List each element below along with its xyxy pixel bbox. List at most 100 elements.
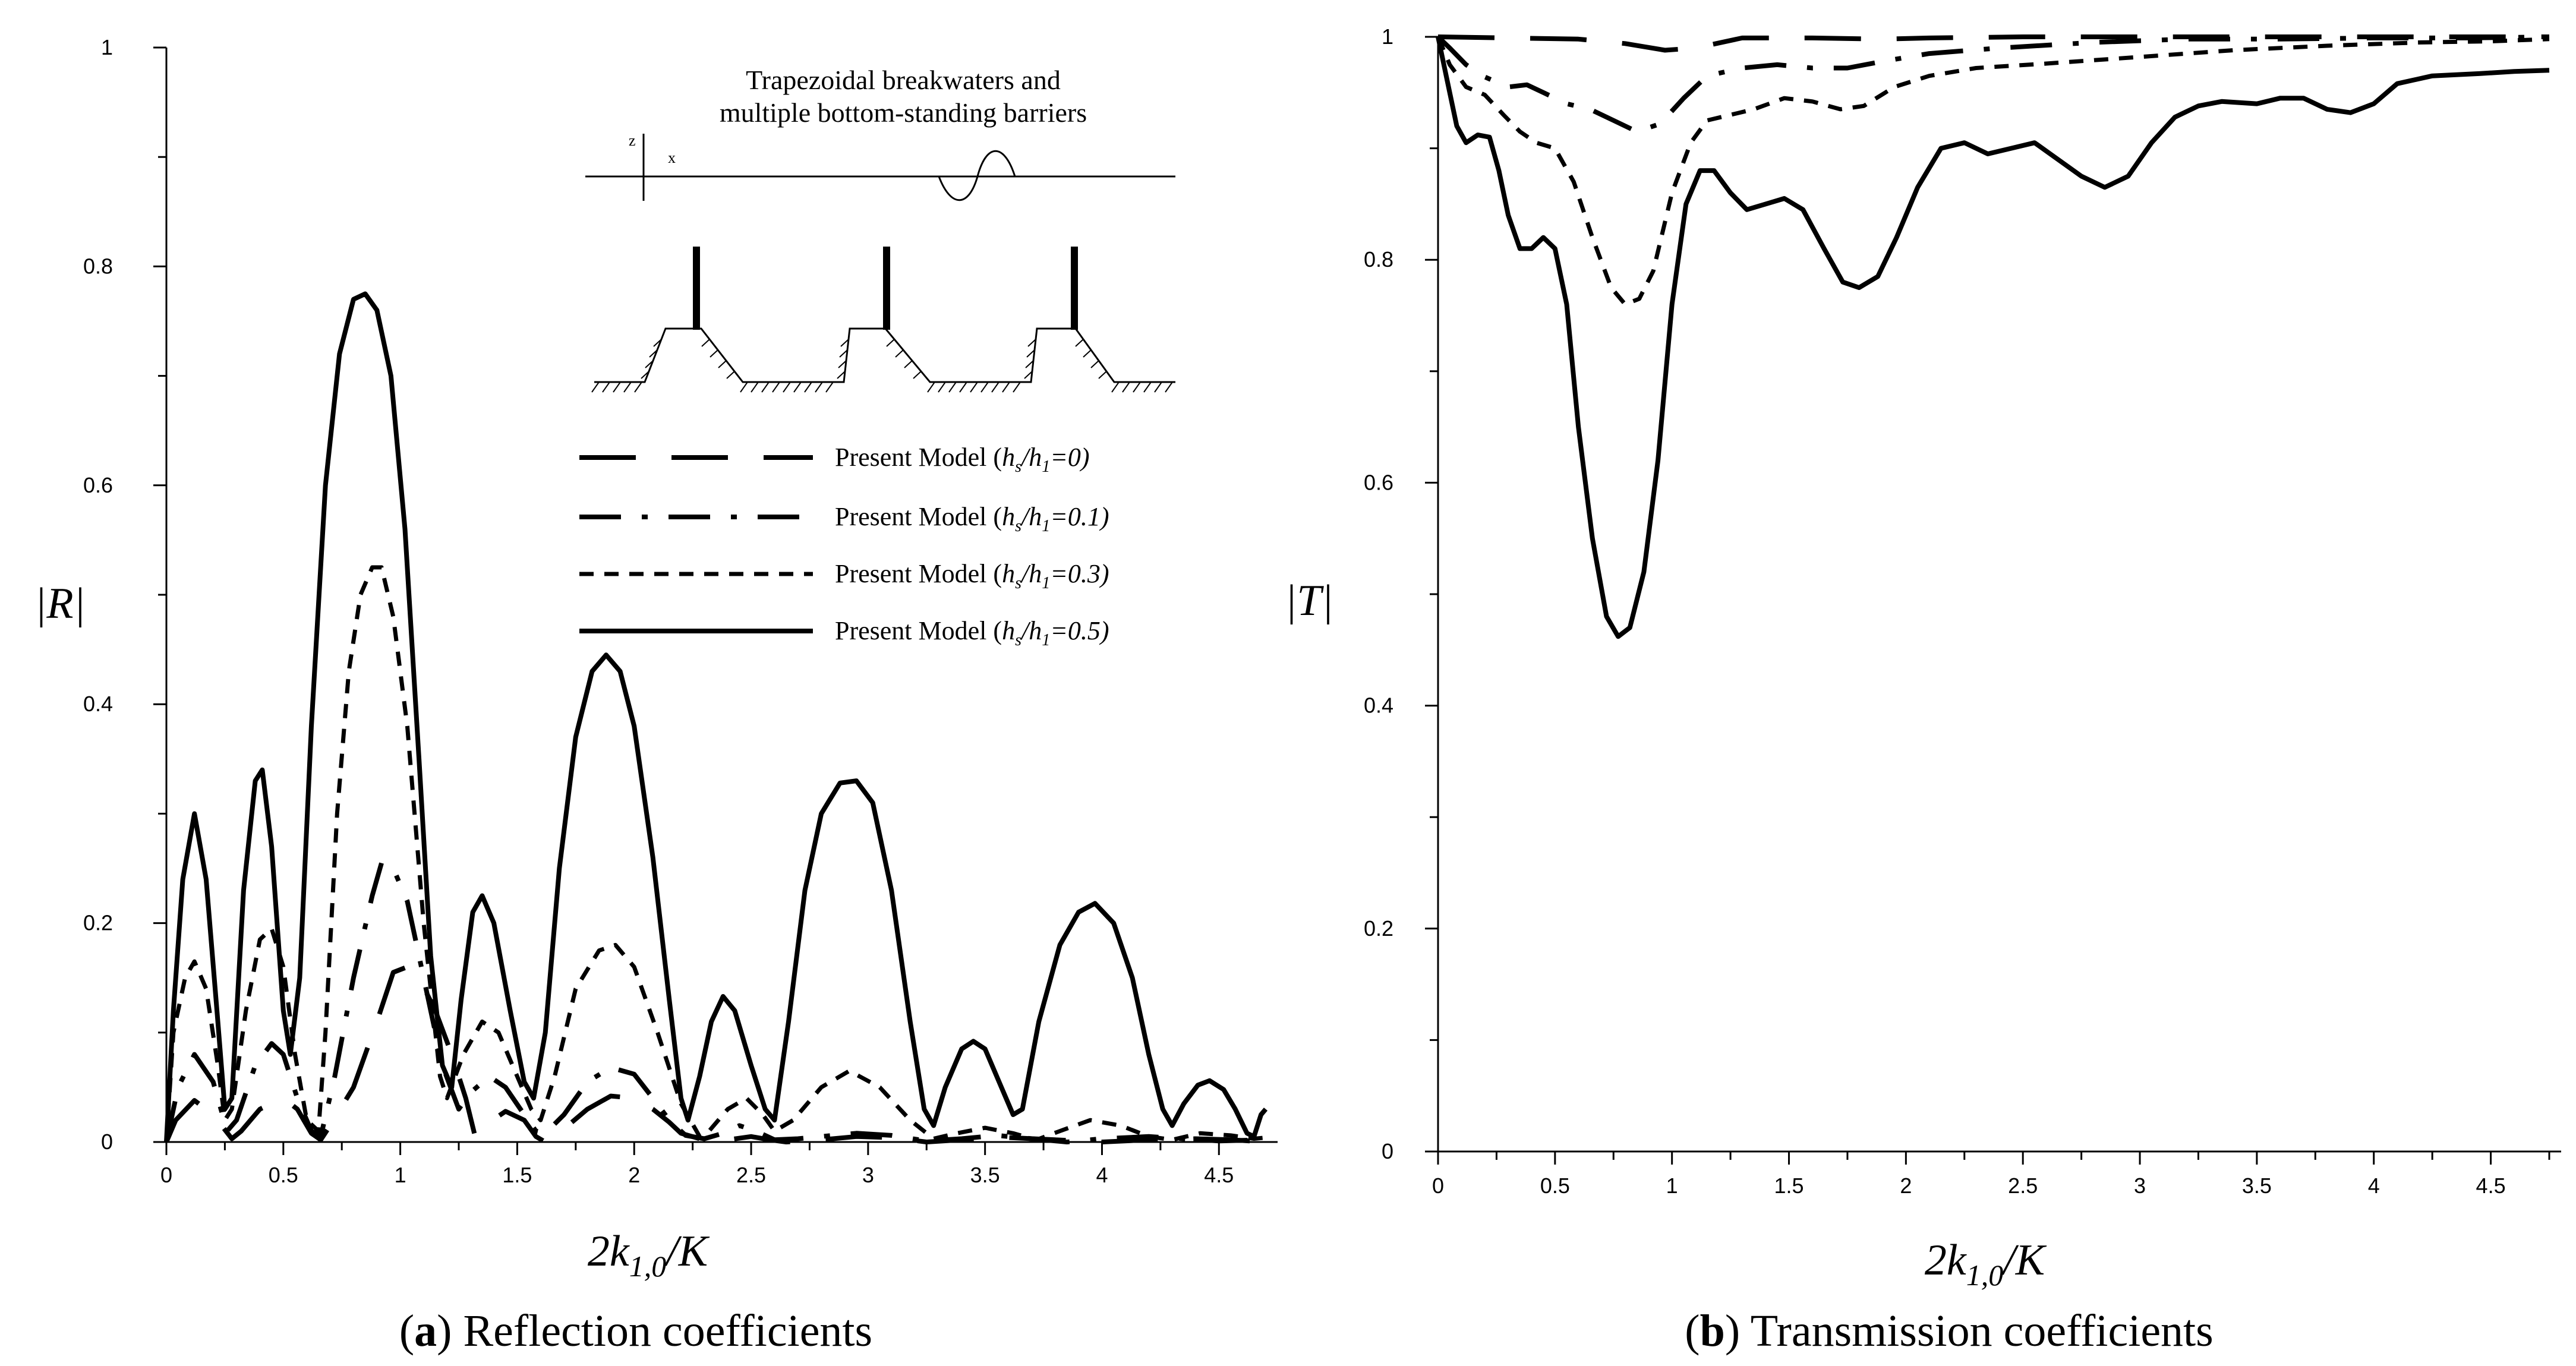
hatch-mark (783, 381, 791, 393)
hatch-mark (839, 349, 848, 358)
hatch-mark (815, 381, 823, 393)
hatch-mark (1090, 360, 1099, 368)
y-tick-label: 1 (1382, 24, 1393, 49)
hatch-mark (1111, 381, 1120, 393)
hatch-mark (825, 381, 834, 393)
hatch-mark (1122, 381, 1130, 393)
reflection-caption: (a) Reflection coefficients (399, 1306, 872, 1356)
hatch-mark (1026, 349, 1035, 358)
reflection-chart: 0 0.2 0.4 0.6 0.8 1 0 0.5 1 1.5 2 2.5 3 3.5 4 4.5 |R| 2… (34, 35, 1278, 1356)
hatch-mark (761, 381, 770, 393)
x-tick-label: 3 (862, 1163, 874, 1187)
x-tick-label: 1 (395, 1163, 406, 1187)
trapezoidal-breakwaters (594, 327, 1175, 383)
transmission-y-axis-title: |T| (1285, 576, 1333, 625)
x-tick-label: 4.5 (2476, 1173, 2506, 1198)
x-label-k: k (610, 1227, 630, 1276)
legend-entry-hs0: Present Model (hs/h1=0) (835, 443, 1090, 476)
hatch-mark (1165, 381, 1173, 393)
y-tick-label: 0.6 (1364, 470, 1393, 494)
x-tick-label: 4 (1096, 1163, 1108, 1187)
hatch-mark (1013, 381, 1021, 393)
x-tick-label: 3.5 (2242, 1173, 2272, 1198)
hatch-mark (1083, 349, 1092, 358)
transmission-caption: (b) Transmission coefficients (1685, 1306, 2214, 1356)
y-tick-label: 0.8 (83, 254, 113, 278)
y-tick-label: 0.6 (83, 473, 113, 497)
y-tick-label: 0 (101, 1130, 113, 1154)
hatch-mark (837, 371, 846, 379)
transmission-ticks: 0 0.2 0.4 0.6 0.8 1 0 0.5 1 1.5 2 2.5 3 3.5 4 4.5 (1364, 24, 2550, 1198)
hatch-mark (634, 381, 642, 393)
x-label-over-K: /K (2001, 1236, 2047, 1285)
hatch-mark (1133, 381, 1141, 393)
hatch-mark (751, 381, 759, 393)
hatch-mark (1002, 381, 1010, 393)
x-tick-label: 2 (628, 1163, 640, 1187)
transmission-series-group (1436, 34, 2550, 639)
hatch-mark (1024, 371, 1033, 379)
hatch-mark (1143, 381, 1152, 393)
legend-entry-hs03: Present Model (hs/h1=0.3) (835, 559, 1109, 592)
schematic-x-label: x (668, 149, 676, 166)
hatch-mark (991, 381, 999, 393)
hatch-mark (710, 349, 718, 358)
legend-entry-hs05: Present Model (hs/h1=0.5) (835, 616, 1109, 649)
breakwater-schematic: Trapezoidal breakwaters and multiple bot… (585, 65, 1175, 393)
hatch-mark (904, 360, 913, 368)
y-tick-label: 0.8 (1364, 247, 1393, 272)
hatch-mark (649, 349, 658, 358)
series-line-shortdash (1436, 36, 2550, 307)
hatch-mark (959, 381, 967, 393)
y-tick-label: 0.4 (1364, 693, 1393, 718)
schematic-title-line2: multiple bottom-standing barriers (720, 97, 1087, 128)
x-tick-label: 0.5 (1540, 1173, 1570, 1198)
hatch-mark (591, 381, 600, 393)
x-tick-label: 1 (1666, 1173, 1678, 1198)
hatch-mark (1027, 339, 1036, 347)
seabed-hatching (591, 339, 1173, 393)
hatch-mark (840, 339, 849, 347)
series-line-shortdash (164, 565, 1266, 1143)
reflection-y-axis-title: |R| (34, 579, 86, 628)
hatch-mark (804, 381, 812, 393)
y-tick-label: 0.4 (83, 692, 113, 716)
hatch-mark (641, 371, 649, 379)
series-line-solid (164, 291, 1268, 1143)
hatch-mark (913, 371, 922, 379)
x-label-subscript: 1,0 (1966, 1258, 2004, 1292)
incident-wave-icon (938, 150, 1016, 201)
x-tick-label: 0 (1432, 1173, 1444, 1198)
hatch-mark (980, 381, 989, 393)
y-tick-label: 0 (1382, 1139, 1393, 1163)
x-tick-label: 0 (160, 1163, 172, 1187)
x-tick-label: 2.5 (736, 1163, 766, 1187)
series-line-solid (1436, 36, 2550, 639)
y-tick-label: 0.2 (1364, 916, 1393, 941)
x-tick-label: 1.5 (1774, 1173, 1804, 1198)
x-tick-label: 3 (2134, 1173, 2146, 1198)
hatch-mark (838, 360, 847, 368)
hatch-mark (927, 381, 935, 393)
x-tick-label: 4 (2368, 1173, 2380, 1198)
hatch-mark (701, 339, 710, 347)
x-tick-label: 3.5 (970, 1163, 1000, 1187)
x-label-over-K: /K (664, 1227, 710, 1276)
y-tick-label: 0.2 (83, 911, 113, 935)
hatch-mark (895, 349, 904, 358)
transmission-chart: 0 0.2 0.4 0.6 0.8 1 0 0.5 1 1.5 2 2.5 3 3.5 4 4.5 |T| 2… (1285, 24, 2561, 1356)
hatch-mark (645, 360, 654, 368)
legend-entry-hs01: Present Model (hs/h1=0.1) (835, 502, 1109, 535)
hatch-mark (726, 371, 735, 379)
x-tick-label: 4.5 (1204, 1163, 1234, 1187)
schematic-z-label: z (629, 132, 636, 149)
hatch-mark (718, 360, 727, 368)
hatch-mark (1154, 381, 1162, 393)
series-line-dashdot (1436, 34, 2550, 134)
reflection-series-group (164, 291, 1268, 1144)
x-tick-label: 1.5 (502, 1163, 532, 1187)
y-tick-label: 1 (101, 35, 113, 59)
hatch-mark (623, 381, 632, 393)
